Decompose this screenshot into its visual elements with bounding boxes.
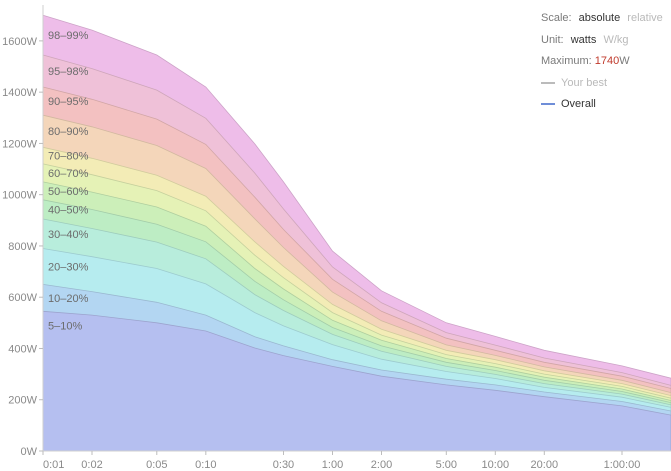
unit-option-wkg[interactable]: W/kg — [603, 33, 629, 46]
y-ticks: 0W 200W 400W 600W 800W 1000W 1200W 1400W 1600W — [2, 36, 43, 458]
x-tick-label: 10:00 — [482, 459, 510, 471]
x-tick-label: 2:00 — [371, 459, 392, 471]
y-tick-label: 200W — [8, 395, 37, 407]
scale-label: Scale: — [541, 12, 572, 24]
overall-legend-label: Overall — [561, 98, 596, 110]
maximum-label: Maximum: — [541, 55, 592, 67]
y-tick-label: 1000W — [2, 190, 37, 202]
band-label: 90–95% — [48, 96, 89, 108]
band-label: 10–20% — [48, 293, 89, 305]
band-label: 60–70% — [48, 168, 89, 180]
y-tick-label: 800W — [8, 241, 37, 253]
y-tick-label: 1600W — [2, 36, 37, 48]
scale-option-absolute[interactable]: absolute — [578, 12, 621, 24]
band-label: 98–99% — [48, 30, 89, 42]
band-5-10 — [42, 310, 671, 452]
band-label: 95–98% — [48, 66, 89, 78]
overall-legend-swatch — [541, 103, 555, 106]
legend-your-best[interactable]: Your best — [541, 73, 671, 95]
maximum-unit: W — [619, 55, 630, 67]
x-tick-label: 0:10 — [195, 459, 216, 471]
maximum-value[interactable]: 1740 — [594, 55, 620, 67]
scale-option-relative[interactable]: relative — [627, 12, 663, 24]
band-label: 80–90% — [48, 126, 89, 138]
band-label: 50–60% — [48, 186, 89, 198]
y-tick-label: 400W — [8, 343, 37, 355]
y-tick-label: 1200W — [2, 138, 37, 150]
band-label: 5–10% — [48, 320, 82, 332]
x-tick-label: 1:00:00 — [604, 459, 641, 471]
your-best-legend-swatch — [541, 81, 555, 84]
band-label: 40–50% — [48, 204, 89, 216]
band-label: 30–40% — [48, 229, 89, 241]
x-tick-label: 0:30 — [273, 459, 294, 471]
y-tick-label: 0W — [21, 446, 38, 458]
x-tick-label: 20:00 — [531, 459, 559, 471]
scale-control: Scale: absolute relative — [541, 8, 671, 30]
x-tick-label: 0:02 — [81, 459, 102, 471]
x-tick-label: 5:00 — [436, 459, 457, 471]
percentile-bands — [42, 14, 671, 452]
unit-control: Unit: watts W/kg — [541, 30, 671, 52]
band-label: 20–30% — [48, 261, 89, 273]
band-labels: 5–10% 10–20% 20–30% 30–40% 40–50% 50–60% 60–70… — [48, 30, 89, 332]
x-tick-label: 0:05 — [146, 459, 167, 471]
band-label: 70–80% — [48, 151, 89, 163]
y-tick-label: 1400W — [2, 87, 37, 99]
x-tick-label: 0:01 — [43, 459, 64, 471]
unit-label: Unit: — [541, 33, 564, 46]
controls-panel: Scale: absolute relative Unit: watts W/k… — [541, 8, 671, 116]
axes — [42, 5, 671, 452]
x-tick-label: 1:00 — [322, 459, 343, 471]
maximum-control: Maximum: 1740W — [541, 51, 671, 73]
x-ticks: 0:01 0:02 0:05 0:10 0:30 1:00 2:00 5:00 10:00 20:… — [42, 451, 641, 471]
unit-option-watts[interactable]: watts — [570, 33, 597, 46]
your-best-legend-label: Your best — [561, 76, 608, 89]
legend-overall[interactable]: Overall — [541, 94, 671, 116]
y-tick-label: 600W — [8, 292, 37, 304]
